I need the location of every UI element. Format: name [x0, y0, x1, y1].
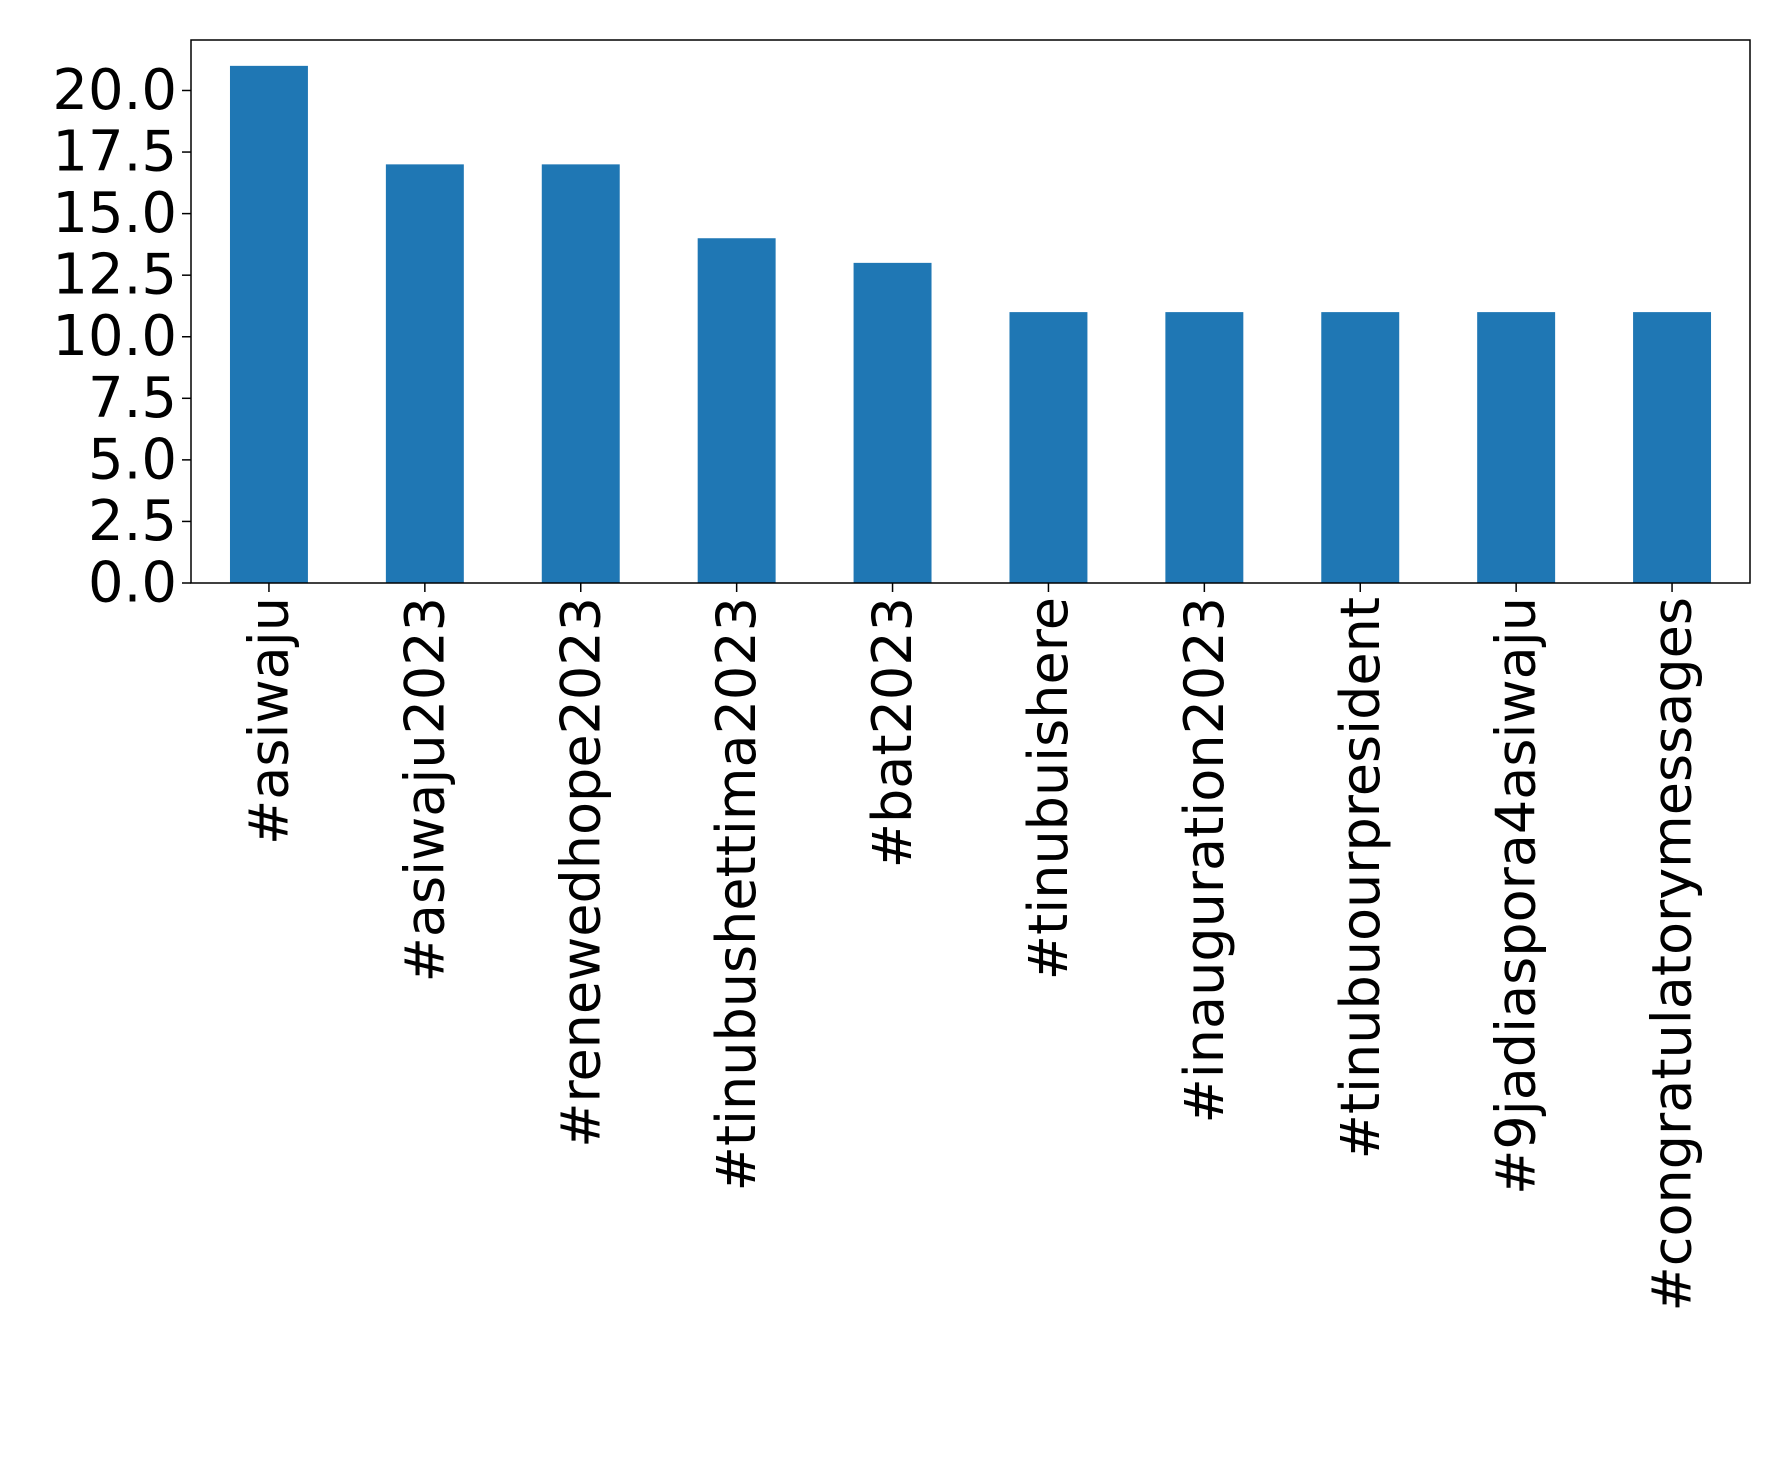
x-tick-label: #congratulatorymessages — [1641, 597, 1704, 1311]
y-tick-label: 5.0 — [88, 427, 177, 492]
bar-bat2023 — [853, 262, 932, 583]
x-tick-label: #tinubuourpresident — [1329, 597, 1392, 1159]
y-tick-label: 20.0 — [52, 58, 177, 123]
x-tick-label: #asiwaju — [237, 597, 300, 845]
bar-tinubuishere — [1009, 312, 1088, 583]
y-axis: 0.02.55.07.510.012.515.017.520.0 — [52, 58, 191, 616]
y-tick-label: 10.0 — [52, 304, 177, 369]
x-tick-label: #asiwaju2023 — [393, 597, 456, 982]
bar-congratulatorymessages — [1633, 312, 1712, 583]
y-tick-label: 15.0 — [52, 181, 177, 246]
bar-asiwaju — [229, 65, 308, 584]
y-tick-label: 2.5 — [88, 489, 177, 554]
x-tick-label: #tinubushettima2023 — [705, 597, 768, 1191]
bar-tinubuourpresident — [1321, 312, 1400, 583]
x-tick-label: #inauguration2023 — [1173, 597, 1236, 1123]
bar-9jadiaspora4asiwaju — [1477, 312, 1556, 583]
bar-inauguration2023 — [1165, 312, 1244, 583]
x-tick-label: #renewedhope2023 — [549, 597, 612, 1148]
x-tick-label: #bat2023 — [861, 597, 924, 868]
y-tick-label: 17.5 — [52, 120, 177, 185]
plot-frame — [190, 39, 1751, 584]
bar-tinubushettima2023 — [697, 238, 776, 583]
x-tick-label: #9jadiaspora4asiwaju — [1485, 597, 1548, 1195]
bar-renewedhope2023 — [541, 164, 620, 584]
y-tick-label: 0.0 — [88, 551, 177, 616]
x-tick-label: #tinubuishere — [1017, 597, 1080, 980]
y-tick-label: 12.5 — [52, 243, 177, 308]
x-axis: #asiwaju #asiwaju2023 #renewedhope2023 #tin… — [237, 583, 1704, 1311]
bars-group — [229, 65, 1712, 584]
y-tick-label: 7.5 — [88, 366, 177, 431]
bar-asiwaju2023 — [385, 164, 464, 584]
